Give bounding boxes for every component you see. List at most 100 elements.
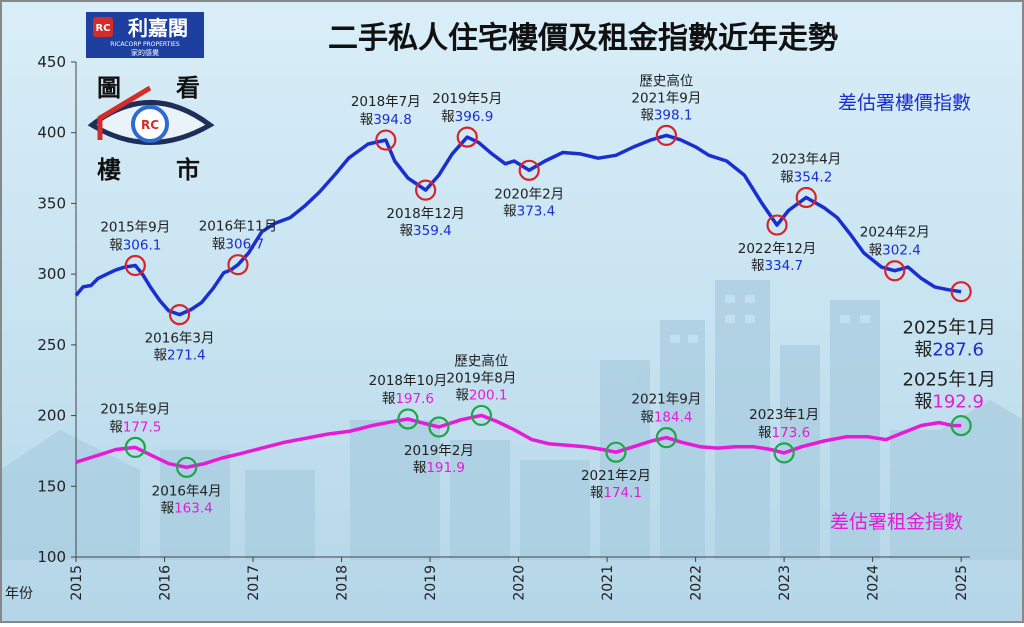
x-tick-label: 2022 — [689, 565, 705, 601]
price-marker — [124, 254, 146, 277]
annotation-prefix: 報 — [640, 107, 654, 123]
price-marker — [456, 126, 478, 148]
annotation-number: 271.4 — [167, 348, 206, 364]
annotation-number: 287.6 — [932, 340, 984, 361]
legend-rent-index: 差估署租金指數 — [830, 511, 963, 533]
annotation-date: 2023年1月 — [749, 407, 819, 423]
annotation-prefix: 報 — [441, 109, 455, 125]
annotation-prefix: 報 — [503, 203, 517, 219]
annotation-date: 2021年2月 — [581, 468, 651, 484]
annotation-number: 163.4 — [174, 500, 213, 516]
house-roof-icon — [97, 85, 152, 140]
annotation-value: 報306.7 — [212, 237, 264, 253]
annotation-prefix: 報 — [109, 419, 123, 435]
annotation-value: 報200.1 — [455, 387, 507, 403]
x-tick-label: 2021 — [600, 565, 616, 601]
annotation-value: 報396.9 — [441, 109, 493, 125]
annotation-prefix: 報 — [758, 425, 772, 441]
eye-iris-mark: RC — [141, 118, 159, 132]
annotation-date: 2020年2月 — [494, 186, 564, 202]
annotation-value: 報334.7 — [751, 258, 803, 274]
annotation-number: 306.1 — [123, 238, 162, 254]
annotation-number: 177.5 — [123, 419, 162, 435]
annotation-prefix: 報 — [153, 348, 167, 364]
annotation-prefix: 報 — [382, 391, 396, 407]
y-tick-label: 350 — [37, 194, 66, 212]
badge-char-1: 圖 — [97, 74, 121, 102]
annotation-date-2: 2019年8月 — [446, 370, 516, 386]
annotation-number: 174.1 — [603, 485, 642, 501]
skyline-windows — [670, 295, 870, 343]
rent-marker — [176, 456, 198, 478]
y-tick-label: 150 — [37, 477, 66, 495]
rent-marker — [950, 415, 972, 437]
annotation-number: 334.7 — [764, 258, 803, 274]
annotation-date: 2023年4月 — [771, 151, 841, 167]
annotation-number: 394.8 — [373, 112, 412, 128]
price-marker — [168, 303, 191, 326]
y-tick-label: 100 — [37, 548, 66, 566]
price-marker — [884, 260, 906, 282]
annotation-date-2: 2021年9月 — [631, 90, 701, 106]
annotation-value: 報373.4 — [503, 203, 555, 219]
rent-marker — [428, 416, 450, 438]
annotation-date: 2024年2月 — [860, 225, 930, 241]
annotation-date: 2019年2月 — [404, 443, 474, 459]
annotation-date: 2016年3月 — [145, 331, 215, 347]
annotation-date: 2015年9月 — [100, 401, 170, 417]
annotation-value: 報177.5 — [109, 419, 161, 435]
x-tick-label: 2019 — [423, 565, 439, 601]
axes: 100 150 200 250 300 350 400 450 2015 2016 2017 201… — [37, 53, 970, 601]
annotation-prefix: 報 — [109, 238, 123, 254]
annotation-number: 398.1 — [654, 107, 693, 123]
annotation-number: 191.9 — [426, 460, 465, 476]
annotation-value: 報394.8 — [360, 112, 412, 128]
annotation-date: 2015年9月 — [100, 220, 170, 236]
y-tick-label: 300 — [37, 265, 66, 283]
x-tick-label: 2016 — [158, 565, 174, 601]
annotation-date: 2018年7月 — [351, 94, 421, 110]
annotation-prefix: 報 — [590, 485, 604, 501]
price-marker — [518, 159, 540, 181]
annotation-date: 2022年12月 — [738, 241, 817, 257]
annotation-value: 報398.1 — [640, 107, 692, 123]
x-tick-label: 2024 — [866, 565, 882, 601]
annotation-date: 2025年1月 — [903, 318, 996, 339]
price-marker — [950, 281, 972, 303]
badge-char-3: 樓 — [97, 156, 121, 184]
annotation-number: 184.4 — [654, 410, 693, 426]
annotation-number: 173.6 — [772, 425, 811, 441]
annotation-date: 歷史高位 — [454, 352, 508, 369]
annotation-date: 2016年11月 — [199, 219, 278, 235]
annotation-prefix: 報 — [400, 223, 414, 239]
annotation-prefix: 報 — [869, 243, 883, 259]
annotation-number: 306.7 — [225, 237, 264, 253]
brand-slogan: 家的感覺 — [131, 48, 159, 57]
y-tick-label: 250 — [37, 336, 66, 354]
rent-marker — [605, 441, 627, 463]
annotation-prefix: 報 — [455, 387, 469, 403]
annotation-prefix: 報 — [914, 340, 932, 361]
annotation-date: 2025年1月 — [903, 370, 996, 391]
x-tick-label: 2023 — [777, 565, 793, 601]
price-marker — [227, 254, 249, 276]
annotation-date: 2016年4月 — [152, 483, 222, 499]
annotation-prefix: 報 — [360, 112, 374, 128]
x-axis-title: 年份 — [5, 586, 33, 602]
annotation-prefix: 報 — [161, 500, 175, 516]
x-tick-label: 2018 — [335, 565, 351, 601]
brand-subtitle: RICACORP PROPERTIES — [110, 41, 180, 48]
